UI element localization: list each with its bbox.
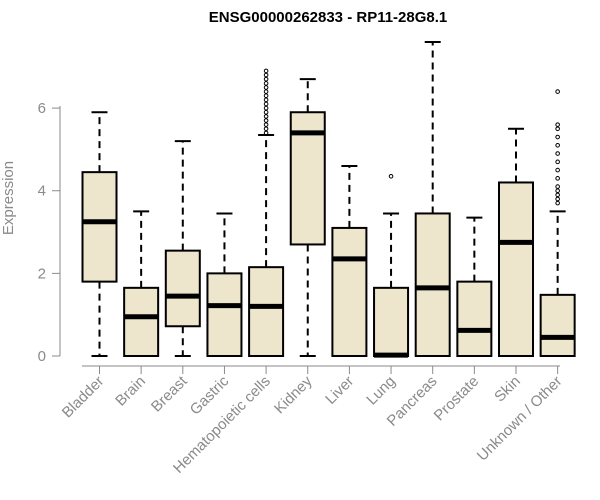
outlier-point xyxy=(388,173,394,179)
y-tick-label: 4 xyxy=(38,183,46,200)
outlier-point xyxy=(555,89,560,94)
outlier-point xyxy=(263,76,269,82)
outlier-point xyxy=(555,196,560,202)
x-tick-label: Skin xyxy=(491,373,524,406)
box-prostate xyxy=(456,216,493,358)
box-liver xyxy=(331,164,368,357)
box-brain xyxy=(123,210,160,357)
y-axis-label: Expression xyxy=(0,161,17,235)
x-tick-label: Prostate xyxy=(431,373,483,425)
outlier-point xyxy=(555,126,560,132)
outlier-point xyxy=(555,134,560,140)
outlier-point xyxy=(555,159,560,165)
box-iqr xyxy=(331,226,368,357)
box-iqr xyxy=(498,181,534,357)
outlier-point xyxy=(263,122,269,127)
outlier-point xyxy=(555,167,560,173)
box-gastric xyxy=(206,212,243,357)
outlier-point xyxy=(263,118,269,123)
outlier-point xyxy=(263,85,269,90)
box-iqr xyxy=(456,280,493,358)
x-tick-label: Liver xyxy=(322,373,357,408)
box-iqr xyxy=(248,266,285,357)
box-iqr xyxy=(81,171,118,283)
box-pancreas xyxy=(414,41,451,357)
outlier-point xyxy=(263,97,269,103)
box-iqr xyxy=(539,293,576,357)
x-tick-label: Breast xyxy=(148,372,191,415)
y-tick-label: 2 xyxy=(38,265,46,282)
box-series xyxy=(81,41,576,358)
x-tick-label: Lung xyxy=(363,373,399,409)
outlier-point xyxy=(555,142,560,148)
outlier-point xyxy=(263,93,269,99)
outlier-point xyxy=(263,89,269,94)
outlier-point xyxy=(263,81,269,86)
outlier-point xyxy=(555,188,560,194)
box-iqr xyxy=(123,286,160,357)
outlier-point xyxy=(263,68,269,74)
box-iqr xyxy=(164,249,201,328)
outlier-point xyxy=(263,109,269,115)
outlier-point xyxy=(555,176,560,181)
box-iqr xyxy=(373,286,410,357)
box-iqr xyxy=(414,212,451,357)
x-tick-label: Kidney xyxy=(271,372,316,417)
y-ticks: 0 2 4 6 xyxy=(38,100,60,365)
chart-title: ENSG00000262833 - RP11-28G8.1 xyxy=(209,9,448,26)
outlier-point xyxy=(555,122,560,127)
outlier-point xyxy=(263,130,269,136)
x-tick-label: Bladder xyxy=(59,373,108,422)
outlier-point xyxy=(555,200,560,206)
x-tick-label: Brain xyxy=(112,373,149,410)
box-iqr xyxy=(206,272,243,357)
box-unknown-other xyxy=(539,89,576,357)
outlier-point xyxy=(555,192,560,198)
outlier-point xyxy=(263,72,269,78)
box-skin xyxy=(498,127,534,357)
box-lung xyxy=(373,173,410,358)
outlier-point xyxy=(263,101,269,107)
box-kidney xyxy=(289,78,326,357)
box-hematopoietic-cells xyxy=(248,68,285,357)
y-tick-label: 0 xyxy=(38,348,46,365)
box-breast xyxy=(164,140,201,357)
box-bladder xyxy=(81,111,118,357)
outlier-point xyxy=(263,126,269,132)
outlier-point xyxy=(263,105,269,111)
outlier-point xyxy=(555,184,560,189)
outlier-point xyxy=(555,151,560,156)
y-tick-label: 6 xyxy=(38,100,46,117)
outlier-point xyxy=(263,114,269,119)
